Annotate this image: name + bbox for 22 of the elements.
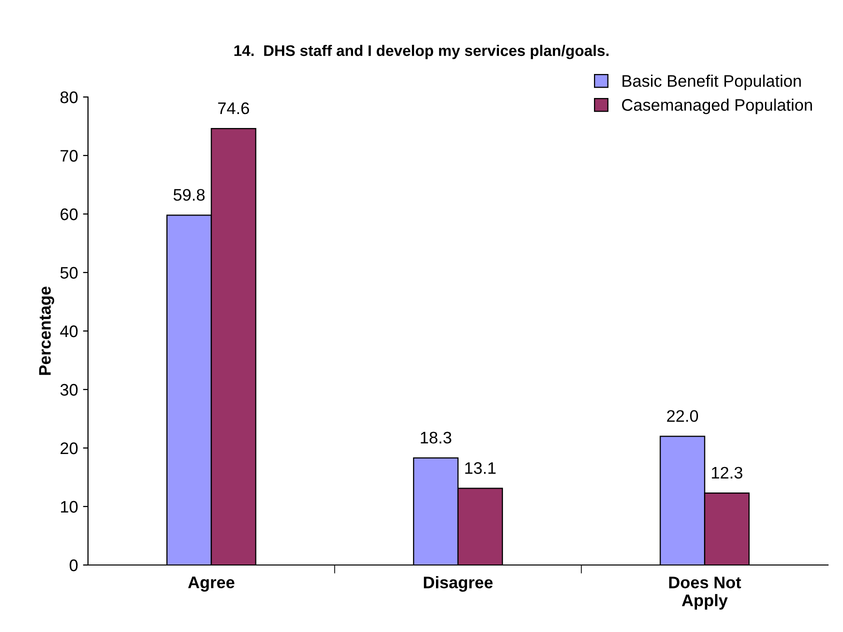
y-tick-label: 40 bbox=[60, 325, 78, 338]
y-axis-title: Percentage bbox=[39, 286, 54, 375]
data-label: 18.3 bbox=[420, 432, 452, 444]
y-tick-label: 0 bbox=[70, 559, 78, 572]
y-tick-label: 60 bbox=[60, 208, 78, 220]
data-label: 13.1 bbox=[465, 462, 496, 474]
y-tick-label: 50 bbox=[60, 266, 78, 279]
data-label: 12.3 bbox=[712, 466, 742, 479]
y-tick-label: 30 bbox=[60, 384, 78, 396]
x-tick-label: Agree bbox=[188, 576, 234, 592]
y-tick-label: 70 bbox=[60, 150, 78, 162]
data-label: 59.8 bbox=[174, 188, 205, 201]
x-tick-label: Disagree bbox=[424, 576, 493, 592]
y-tick-label: 20 bbox=[60, 442, 78, 454]
legend-label: Basic Benefit Population bbox=[622, 74, 801, 90]
data-label: 74.6 bbox=[218, 102, 250, 114]
x-tick-label: Does Not Apply bbox=[669, 576, 742, 610]
legend-label: Casemanaged Population bbox=[622, 98, 812, 114]
data-label: 22.0 bbox=[667, 410, 698, 422]
y-tick-label: 80 bbox=[60, 91, 78, 104]
y-tick-label: 10 bbox=[61, 500, 78, 513]
chart-title: 14. DHS staff and I develop my services plan/goals. bbox=[234, 44, 609, 60]
